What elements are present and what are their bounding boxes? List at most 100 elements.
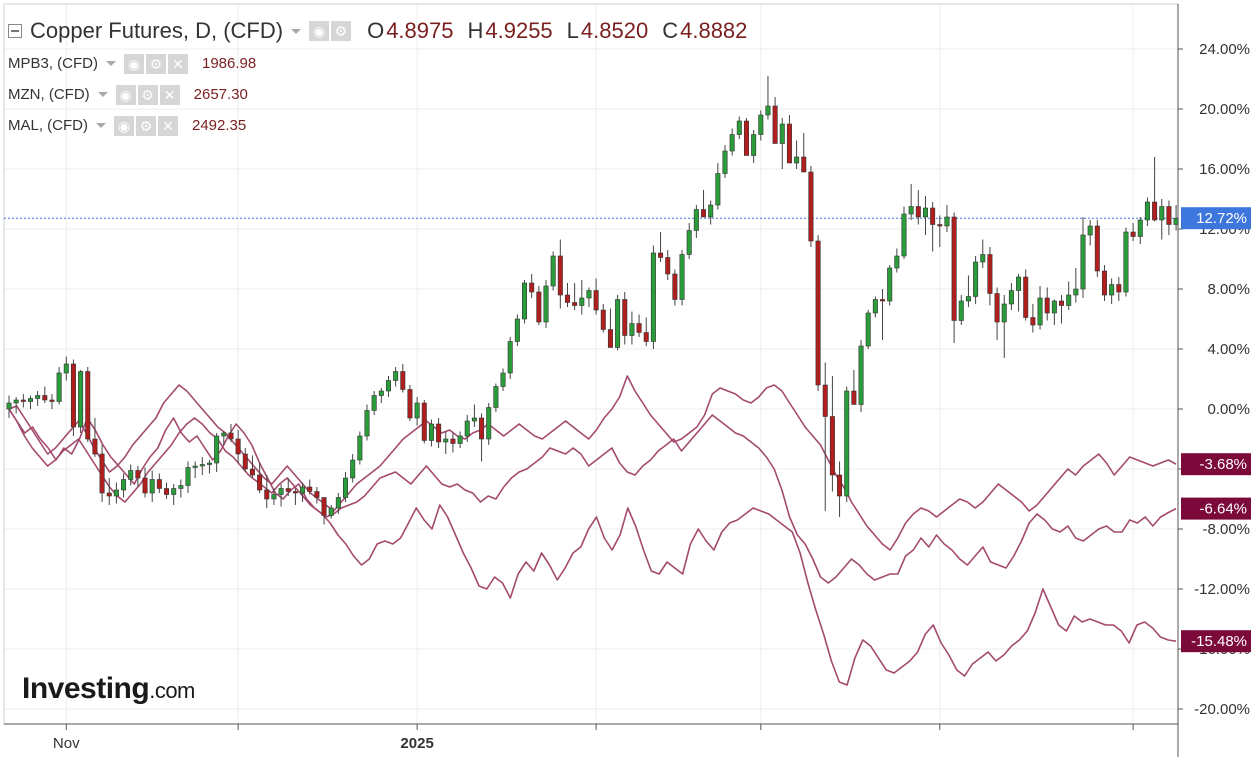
candle [6,395,12,418]
close-value: 4.8882 [680,18,748,43]
candle [35,391,41,406]
candle [894,248,900,273]
candle-body [500,372,506,387]
eye-icon[interactable]: ◉ [124,53,144,74]
candle-body [1044,297,1050,314]
candle-body [1094,225,1100,272]
y-tick-label: -8.00% [1202,521,1250,538]
candle-body [1159,206,1165,221]
candle [364,404,370,441]
candle-body [1051,300,1057,314]
candle [958,295,964,325]
candle-body [615,299,621,348]
overlay-name-mal: MAL, (CFD) [8,117,88,134]
candle [722,145,728,178]
candle [20,394,26,408]
candle-body [214,435,220,464]
candle [973,256,979,304]
candle-body [600,309,606,330]
candle-body [142,477,148,494]
close-icon[interactable]: ✕ [168,53,188,74]
candle [822,362,828,511]
candle-body [765,105,771,116]
eye-icon[interactable]: ◉ [115,84,136,105]
candle-body [350,459,356,479]
candle-body [192,465,198,468]
candle-body [743,120,749,156]
candle-body [321,497,327,516]
gear-icon[interactable]: ⚙ [331,21,352,41]
caret-down-icon[interactable] [106,61,116,66]
gear-icon[interactable]: ⚙ [146,53,166,74]
candle [479,413,485,462]
candle-body [679,254,685,300]
eye-icon[interactable]: ◉ [114,115,134,136]
caret-down-icon[interactable] [96,123,106,128]
candle [844,386,850,502]
close-icon[interactable]: ✕ [158,115,178,136]
label-layer: 12.72% -15.48% -6.64% -3.68% [1181,207,1251,653]
candle-body [715,173,721,206]
y-tick-label: -20.00% [1194,701,1250,718]
candle-body [779,123,785,144]
candle [106,478,112,505]
candle [643,317,649,346]
overlay-line-1 [8,408,1177,584]
candle-body [557,255,563,296]
candle-body [149,479,155,494]
candle-body [42,395,48,401]
candle [607,308,613,348]
candle [1094,220,1100,277]
candle-body [529,282,535,293]
candle [49,394,55,409]
candle [206,460,212,474]
candle [1059,295,1065,324]
candle-body [271,494,277,500]
candle-body [751,134,757,156]
candle-body [844,390,850,497]
candle-body [335,497,341,509]
candle [736,116,742,139]
candle [901,206,907,259]
candle [708,200,714,225]
candle [99,445,105,502]
candle [178,479,184,498]
candle [564,283,570,307]
candle-body [314,491,320,498]
candle-body [1123,231,1129,293]
candle-body [292,491,298,494]
caret-down-icon[interactable] [291,28,302,34]
candle [751,130,757,163]
candle [887,265,893,306]
candle-body [486,407,492,440]
collapse-icon[interactable] [8,24,22,38]
gear-icon[interactable]: ⚙ [137,84,158,105]
gear-icon[interactable]: ⚙ [136,115,156,136]
candle-body [1144,201,1150,221]
candle [550,251,556,291]
candle-body [880,299,886,302]
candle-body [622,299,628,336]
y-tick-label: 20.00% [1199,101,1250,118]
y-tick-label: 16.00% [1199,161,1250,178]
candle-body [980,254,986,263]
overlay-line-2 [8,375,1177,551]
close-icon[interactable]: ✕ [159,84,180,105]
candle [142,467,148,498]
x-tick-label: Nov [53,735,80,752]
eye-icon[interactable]: ◉ [309,21,330,41]
last-change-label: 12.72% [1196,210,1247,227]
candle [908,184,914,220]
candle-body [708,204,714,218]
candle-body [121,479,127,491]
candle [92,418,98,457]
candle [264,475,270,508]
candle-body [858,345,864,405]
candle-body [937,224,943,227]
candle [1159,199,1165,240]
candle-body [808,171,814,242]
candle [1087,220,1093,246]
candle-body [1101,270,1107,296]
candle [980,239,986,268]
caret-down-icon[interactable] [97,92,108,97]
